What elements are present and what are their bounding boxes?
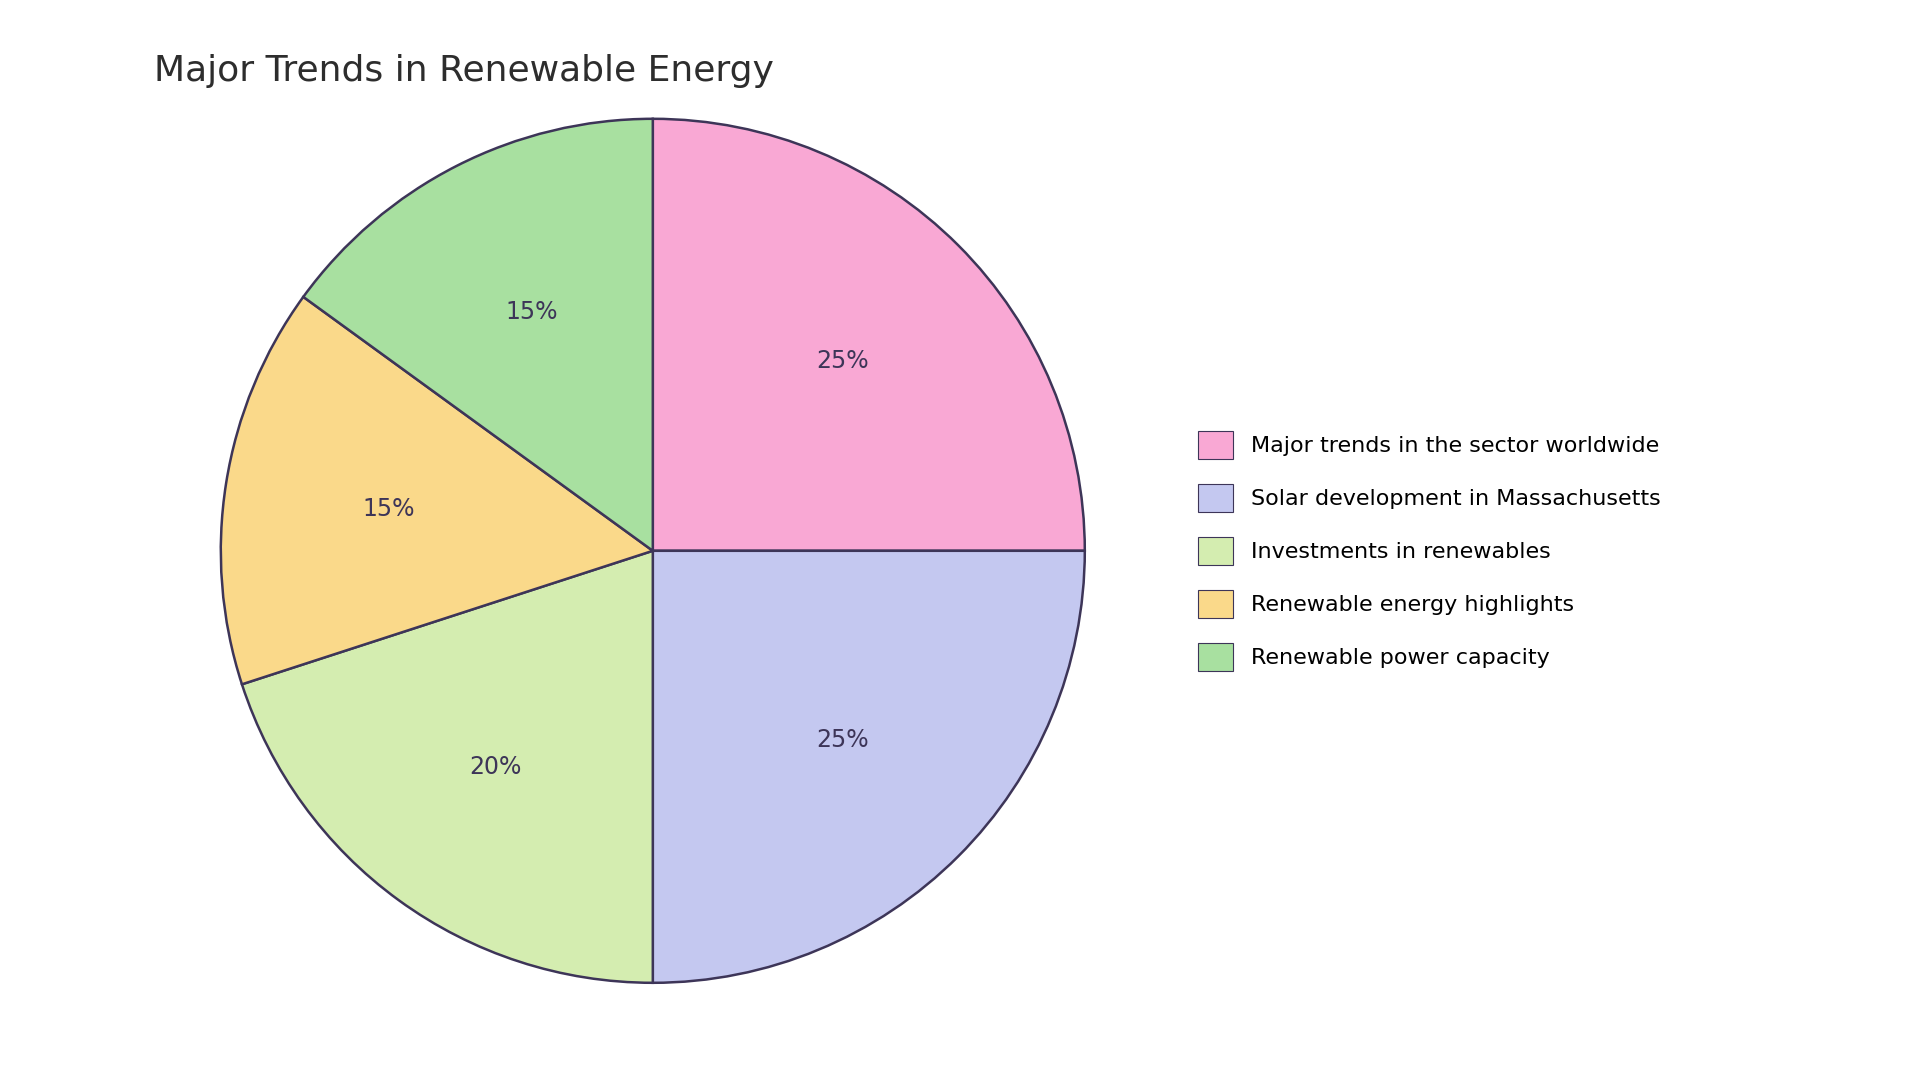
Text: 20%: 20%: [468, 756, 522, 780]
Text: Major Trends in Renewable Energy: Major Trends in Renewable Energy: [154, 54, 774, 87]
Wedge shape: [221, 297, 653, 685]
Text: 15%: 15%: [363, 497, 415, 521]
Legend: Major trends in the sector worldwide, Solar development in Massachusetts, Invest: Major trends in the sector worldwide, So…: [1187, 419, 1672, 683]
Wedge shape: [653, 119, 1085, 551]
Text: 25%: 25%: [816, 728, 868, 752]
Wedge shape: [303, 119, 653, 551]
Text: 25%: 25%: [816, 350, 868, 374]
Wedge shape: [242, 551, 653, 983]
Text: 15%: 15%: [505, 300, 557, 324]
Wedge shape: [653, 551, 1085, 983]
